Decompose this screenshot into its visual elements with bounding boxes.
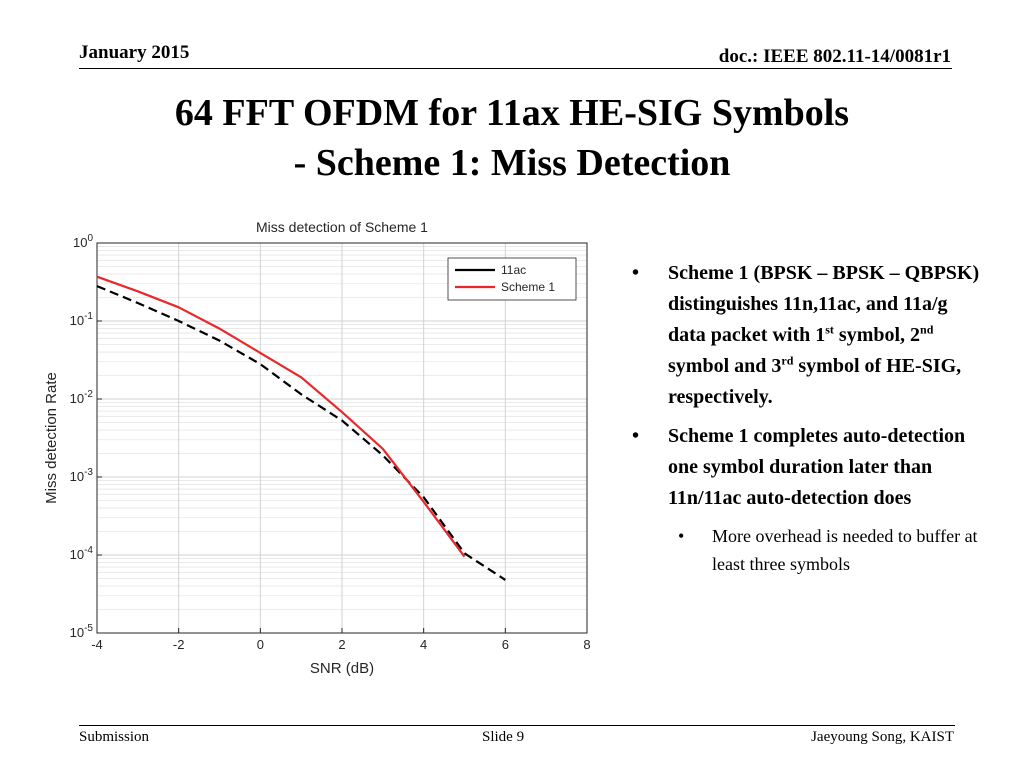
miss-detection-chart: -4 -2 0 2 4 6 8 100 10-1 10-2 10-3 10-4 10-5 Miss det… [43, 219, 591, 677]
header-divider [79, 68, 952, 69]
bullet-text-sup: st [825, 322, 834, 337]
y-tick-label: 10-3 [70, 467, 94, 484]
x-tick-label: 2 [338, 637, 345, 652]
x-tick-label: 0 [257, 637, 264, 652]
sub-bullet-item: • More overhead is needed to buffer at l… [628, 522, 988, 578]
bullet-text-part: symbol, 2 [833, 324, 921, 346]
y-tick-label: 10-2 [70, 389, 94, 406]
legend-label: 11ac [501, 263, 526, 277]
slide-title-line-2: - Scheme 1: Miss Detection [293, 142, 731, 184]
bullet-item: • Scheme 1 (BPSK – BPSK – QBPSK) disting… [628, 258, 988, 413]
y-tick-label: 10-5 [70, 623, 94, 640]
bullet-text-sup: nd [920, 322, 934, 337]
footer-author: Jaeyoung Song, KAIST [811, 729, 954, 745]
y-tick-label: 100 [73, 233, 93, 250]
legend-label: Scheme 1 [501, 280, 555, 294]
chart-container: -4 -2 0 2 4 6 8 100 10-1 10-2 10-3 10-4 10-5 Miss det… [30, 205, 610, 685]
bullet-text-sup: rd [781, 353, 794, 368]
bullet-item: • Scheme 1 completes auto-detection one … [628, 421, 988, 514]
slide-title: 64 FFT OFDM for 11ax HE-SIG Symbols - Sc… [0, 88, 1024, 188]
bullet-text-part: symbol and 3 [668, 355, 782, 377]
footer-submission: Submission [79, 729, 150, 745]
bullet-text-part: symbol of HE-SIG, respectively. [668, 355, 962, 408]
series-line-11ac [96, 285, 506, 581]
header-date: January 2015 [79, 42, 190, 63]
y-axis-label: Miss detection Rate [43, 372, 60, 504]
bullet-icon: • [632, 425, 640, 447]
header-doc-id: doc.: IEEE 802.11-14/0081r1 [718, 46, 951, 67]
sub-bullet-icon: • [678, 526, 685, 546]
legend-box [447, 257, 577, 301]
x-tick-label: 4 [420, 637, 427, 652]
y-tick-label: 10-4 [70, 545, 94, 562]
bullet-text: Scheme 1 completes auto-detection one sy… [668, 425, 966, 509]
y-tick-label: 10-1 [70, 311, 94, 328]
bullet-text-part: Scheme 1 (BPSK – BPSK – QBPSK) distingui… [668, 262, 980, 346]
chart-title: Miss detection of Scheme 1 [256, 219, 428, 235]
bullet-list: • Scheme 1 (BPSK – BPSK – QBPSK) disting… [628, 258, 988, 578]
x-tick-label: 6 [502, 637, 509, 652]
sub-bullet-text: More overhead is needed to buffer at lea… [712, 526, 978, 574]
x-axis-label: SNR (dB) [310, 660, 374, 677]
slide-title-line-1: 64 FFT OFDM for 11ax HE-SIG Symbols [174, 92, 850, 134]
x-tick-label: -4 [91, 637, 103, 652]
bullet-icon: • [632, 262, 640, 284]
footer-slide-number: Slide 9 [482, 729, 525, 745]
x-tick-label: -2 [173, 637, 185, 652]
series-line-scheme-1 [96, 275, 466, 558]
bullet-text: Scheme 1 (BPSK – BPSK – QBPSK) distingui… [668, 262, 979, 408]
x-tick-label: 8 [583, 637, 590, 652]
footer-divider [79, 725, 955, 726]
